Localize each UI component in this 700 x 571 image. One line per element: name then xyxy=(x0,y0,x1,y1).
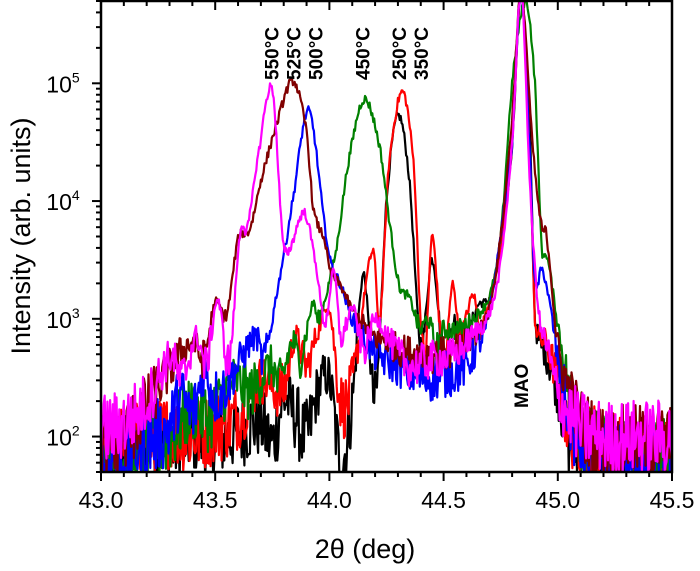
temperature-label: 525°C xyxy=(284,27,305,80)
x-tick-label: 43.5 xyxy=(193,487,238,513)
x-tick-label: 45.0 xyxy=(535,487,580,513)
y-tick-label: 104 xyxy=(46,187,80,215)
series-layer xyxy=(101,1,672,472)
annotations: 550°C 525°C 500°C 450°C 250°C 350°C MAO xyxy=(262,27,533,408)
y-tick-base: 10 xyxy=(46,307,72,333)
x-axis-title: 2θ (deg) xyxy=(315,534,416,564)
y-tick-exponent: 5 xyxy=(72,69,80,85)
temperature-label: 250°C xyxy=(390,27,411,80)
substrate-peak-label: MAO xyxy=(512,364,533,408)
x-tick-label: 45.5 xyxy=(650,487,695,513)
y-tick-label: 105 xyxy=(46,69,80,97)
y-axis-title: Intensity (arb. units) xyxy=(6,117,36,354)
y-tick-base: 10 xyxy=(46,189,72,215)
y-tick-exponent: 3 xyxy=(72,305,80,321)
y-tick-exponent: 2 xyxy=(72,423,80,439)
x-tick-label: 44.0 xyxy=(307,487,352,513)
x-tick-label: 43.0 xyxy=(79,487,124,513)
temperature-label: 500°C xyxy=(306,27,327,80)
temperature-label: 350°C xyxy=(412,27,433,80)
y-tick-label: 102 xyxy=(46,423,80,451)
y-tick-label: 103 xyxy=(46,305,80,333)
temperature-label: 450°C xyxy=(354,27,375,80)
y-tick-exponent: 4 xyxy=(72,187,80,203)
y-tick-base: 10 xyxy=(46,425,72,451)
series-line-550C xyxy=(101,1,672,472)
temperature-label: 550°C xyxy=(262,27,283,80)
y-tick-base: 10 xyxy=(46,71,72,97)
x-tick-label: 44.5 xyxy=(421,487,466,513)
